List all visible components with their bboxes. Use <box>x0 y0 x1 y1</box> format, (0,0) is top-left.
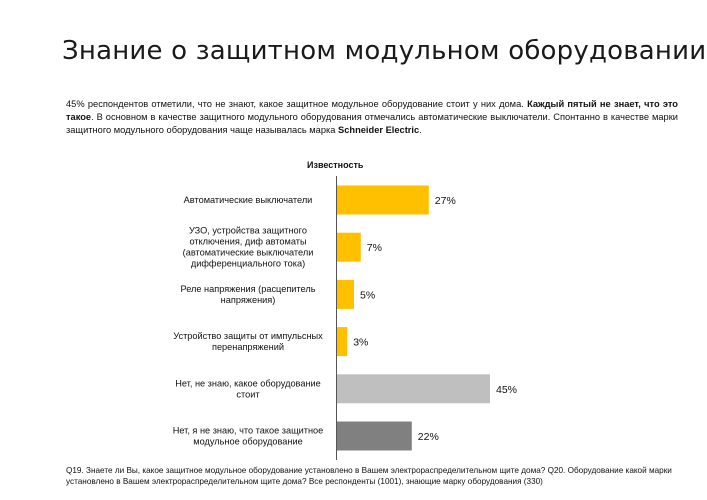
bar-1 <box>337 232 361 262</box>
category-label-line: Реле напряжения (расцепитель <box>181 284 316 294</box>
category-label-4: Нет, не знаю, какое оборудование стоит <box>175 378 321 399</box>
category-label-2: Реле напряжения (расцепитель напряжения) <box>181 284 316 305</box>
category-label-0: Автоматические выключатели <box>184 195 313 205</box>
category-label-1: УЗО, устройства защитного отключения, диф… <box>183 226 314 269</box>
chart-heading: Известность <box>307 160 364 170</box>
category-label-5: Нет, я не знаю, что такое защитное модуль… <box>173 426 324 447</box>
category-label-line: модульное оборудование <box>193 437 302 447</box>
bar-value-label-3: 3% <box>353 337 368 349</box>
summary-part-1: 45% респондентов отметили, что не знают,… <box>66 99 528 109</box>
category-label-line: перенапряжений <box>212 342 284 352</box>
category-label-line: напряжения) <box>221 295 276 305</box>
summary-text: 45% респондентов отметили, что не знают,… <box>66 98 678 137</box>
category-label-line: отключения, диф автоматы <box>189 237 306 247</box>
summary-part-3: . <box>419 125 422 135</box>
bar-0 <box>337 185 429 215</box>
slide-title: Знание о защитном модульном оборудовании <box>62 36 707 66</box>
summary-bold-1: Каждый пятый не знает, что это такое <box>66 99 678 122</box>
category-label-line: Нет, не знаю, какое оборудование <box>175 378 321 388</box>
category-label-line: (автоматические выключатели <box>183 248 314 258</box>
bar-value-label-5: 22% <box>418 431 439 443</box>
bar-value-label-1: 7% <box>367 242 382 254</box>
footnote: Q19. Знаете ли Вы, какое защитное модуль… <box>66 466 672 486</box>
summary-part-2: . В основном в качестве защитного модуль… <box>66 112 678 135</box>
category-label-line: УЗО, устройства защитного <box>189 226 307 236</box>
bar-value-label-2: 5% <box>360 289 375 301</box>
bar-5 <box>337 421 412 451</box>
category-axis <box>336 176 337 460</box>
category-label-line: Автоматические выключатели <box>184 195 313 205</box>
bar-value-label-4: 45% <box>496 384 517 396</box>
bar-chart: 27% Автоматические выключатели 7% УЗО, устр… <box>173 185 517 451</box>
category-label-line: дифференциального тока) <box>191 259 305 269</box>
category-label-line: Нет, я не знаю, что такое защитное <box>173 426 324 436</box>
bar-2 <box>337 279 354 309</box>
summary-bold-2: Schneider Electric <box>338 125 420 135</box>
category-label-line: Устройство защиты от импульсных <box>173 331 323 341</box>
category-label-line: стоит <box>236 389 260 399</box>
category-label-3: Устройство защиты от импульсных перенапря… <box>173 331 323 352</box>
bar-3 <box>337 327 348 357</box>
bar-value-label-0: 27% <box>435 195 456 207</box>
bar-4 <box>337 374 490 404</box>
